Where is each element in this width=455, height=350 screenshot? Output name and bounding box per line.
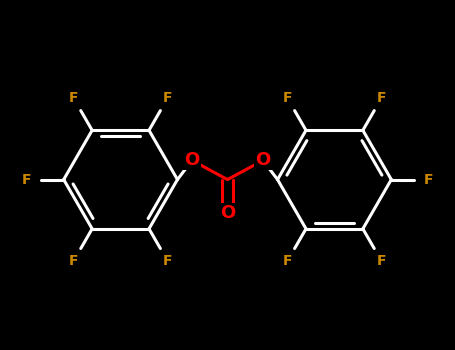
Text: F: F	[22, 173, 31, 187]
Text: F: F	[163, 91, 172, 105]
Text: F: F	[69, 91, 78, 105]
Text: F: F	[377, 254, 386, 268]
Text: F: F	[163, 254, 172, 268]
Text: F: F	[283, 254, 292, 268]
Text: O: O	[220, 204, 235, 222]
Text: O: O	[255, 152, 271, 169]
Text: F: F	[283, 91, 292, 105]
Text: F: F	[69, 254, 78, 268]
Text: F: F	[377, 91, 386, 105]
Text: O: O	[184, 152, 200, 169]
Text: F: F	[424, 173, 433, 187]
